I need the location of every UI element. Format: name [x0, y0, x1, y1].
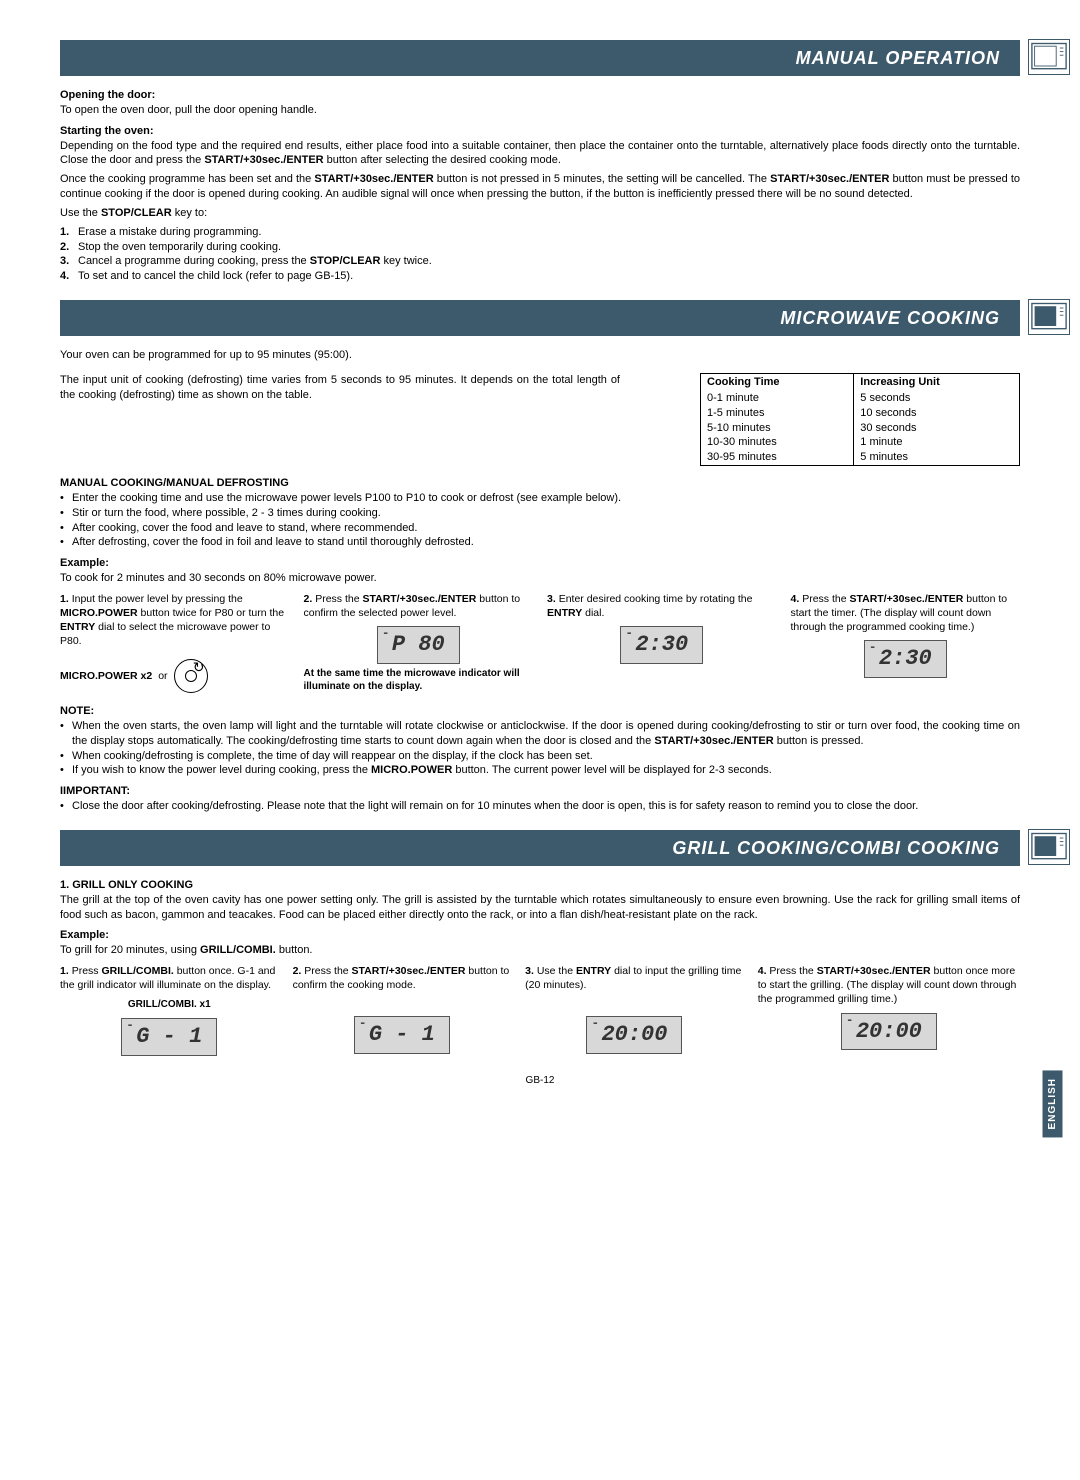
- section-bar-microwave: MICROWAVE COOKING: [60, 300, 1020, 336]
- important-title: IIMPORTANT:: [60, 784, 1020, 799]
- mw-intro-p2: The input unit of cooking (defrosting) t…: [60, 373, 620, 403]
- step-1: 1. Input the power level by pressing the…: [60, 592, 290, 694]
- mw-intro-p1: Your oven can be programmed for up to 95…: [60, 348, 1020, 363]
- note-list: When the oven starts, the oven lamp will…: [60, 719, 1020, 778]
- entry-dial-icon: ↻: [174, 659, 208, 693]
- starting-oven-title: Starting the oven:: [60, 124, 1020, 139]
- section-title: MANUAL OPERATION: [796, 46, 1000, 70]
- section-title: MICROWAVE COOKING: [780, 306, 1000, 330]
- microwave-icon: [1028, 39, 1070, 75]
- lcd-display: ▬G - 1: [354, 1016, 450, 1054]
- stop-clear-list: 1.Erase a mistake during programming. 2.…: [60, 225, 1020, 284]
- manual-cook-title: MANUAL COOKING/MANUAL DEFROSTING: [60, 476, 1020, 491]
- cooking-time-table: Cooking TimeIncreasing Unit 0-1 minute5 …: [700, 373, 1020, 466]
- example1-title: Example:: [60, 556, 1020, 571]
- step-1: 1. Press GRILL/COMBI. button once. G-1 a…: [60, 964, 279, 1056]
- starting-oven-p2: Once the cooking programme has been set …: [60, 172, 1020, 202]
- example2-steps: 1. Press GRILL/COMBI. button once. G-1 a…: [60, 964, 1020, 1056]
- starting-oven-p1: Depending on the food type and the requi…: [60, 139, 1020, 169]
- step-3: 3. Enter desired cooking time by rotatin…: [547, 592, 777, 694]
- important-list: Close the door after cooking/defrosting.…: [60, 799, 1020, 814]
- opening-door-title: Opening the door:: [60, 88, 1020, 103]
- lcd-display: ▬20:00: [841, 1013, 937, 1051]
- step-3: 3. Use the ENTRY dial to input the grill…: [525, 964, 744, 1056]
- example2-intro: To grill for 20 minutes, using GRILL/COM…: [60, 943, 1020, 958]
- step-4: 4. Press the START/+30sec./ENTER button …: [791, 592, 1021, 694]
- lcd-display: ▬P 80: [377, 626, 460, 664]
- stop-clear-intro: Use the STOP/CLEAR key to:: [60, 206, 1020, 221]
- lcd-display: ▬G - 1: [121, 1018, 217, 1056]
- step-2: 2. Press the START/+30sec./ENTER button …: [304, 592, 534, 694]
- section-bar-grill: GRILL COOKING/COMBI COOKING: [60, 830, 1020, 866]
- example1-steps: 1. Input the power level by pressing the…: [60, 592, 1020, 694]
- grill-only-title: 1. GRILL ONLY COOKING: [60, 878, 1020, 893]
- section-title: GRILL COOKING/COMBI COOKING: [672, 836, 1000, 860]
- manual-cook-list: Enter the cooking time and use the micro…: [60, 491, 1020, 550]
- section-bar-manual-operation: MANUAL OPERATION: [60, 40, 1020, 76]
- page-number: GB-12: [60, 1074, 1020, 1088]
- lcd-display: ▬20:00: [586, 1016, 682, 1054]
- microwave-icon: [1028, 299, 1070, 335]
- lcd-display: ▬2:30: [620, 626, 703, 664]
- lcd-display: ▬2:30: [864, 640, 947, 678]
- step-4: 4. Press the START/+30sec./ENTER button …: [758, 964, 1020, 1056]
- note-title: NOTE:: [60, 704, 1020, 719]
- example1-intro: To cook for 2 minutes and 30 seconds on …: [60, 571, 1020, 586]
- opening-door-text: To open the oven door, pull the door ope…: [60, 103, 1020, 118]
- language-tab: ENGLISH: [1043, 1070, 1063, 1137]
- grill-only-text: The grill at the top of the oven cavity …: [60, 893, 1020, 923]
- example2-title: Example:: [60, 928, 1020, 943]
- microwave-icon: [1028, 829, 1070, 865]
- step-2: 2. Press the START/+30sec./ENTER button …: [293, 964, 512, 1056]
